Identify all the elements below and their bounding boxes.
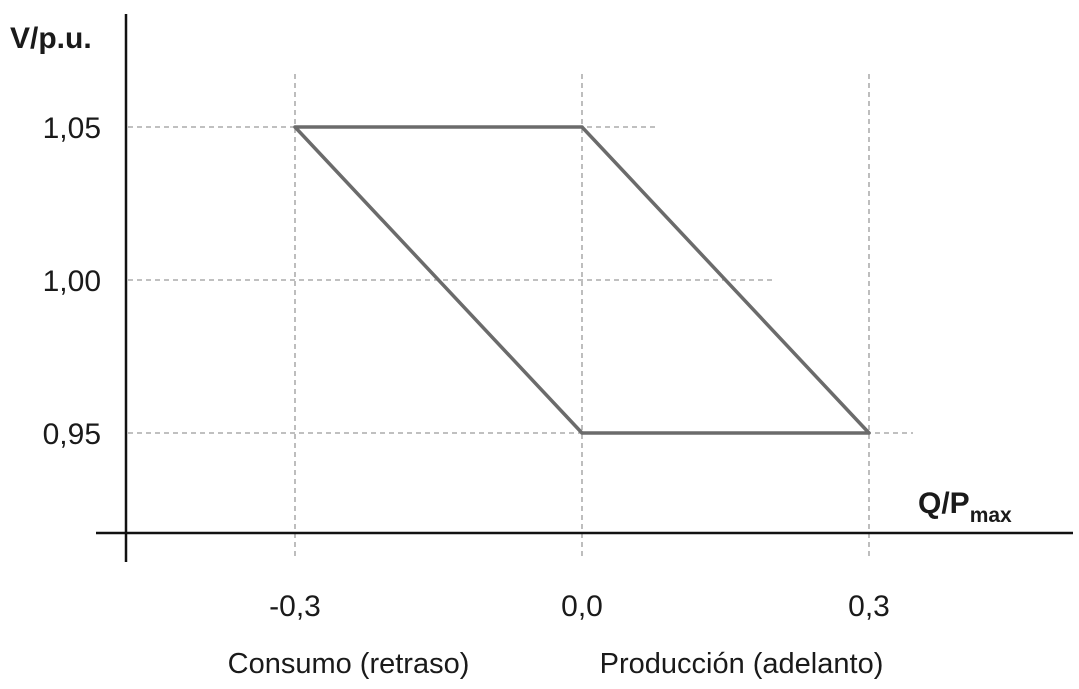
y-axis-title: V/p.u. [10,22,92,55]
series-layer [293,125,871,435]
data-point [580,125,584,129]
x-region-label-1: Producción (adelanto) [600,648,884,680]
y-tick-label: 0,95 [43,418,101,451]
data-point [580,431,584,435]
x-axis-title: Q/Pmax [918,487,1012,527]
labels-layer: V/p.u. Q/Pmax 1,05 1,00 0,95 -0,3 0,0 0,3 Cons… [10,22,1012,680]
data-point [867,431,871,435]
x-tick-label: 0,0 [561,590,603,623]
data-point [293,125,297,129]
x-axis-title-sub: max [970,504,1012,527]
x-region-label-0: Consumo (retraso) [228,648,470,680]
x-tick-label: 0,3 [848,590,890,623]
grid-lines [128,74,913,560]
x-tick-label: -0,3 [269,590,321,623]
y-tick-label: 1,05 [43,112,101,145]
axes [96,14,1073,562]
y-tick-label: 1,00 [43,265,101,298]
x-axis-title-main: Q/P [918,487,970,520]
